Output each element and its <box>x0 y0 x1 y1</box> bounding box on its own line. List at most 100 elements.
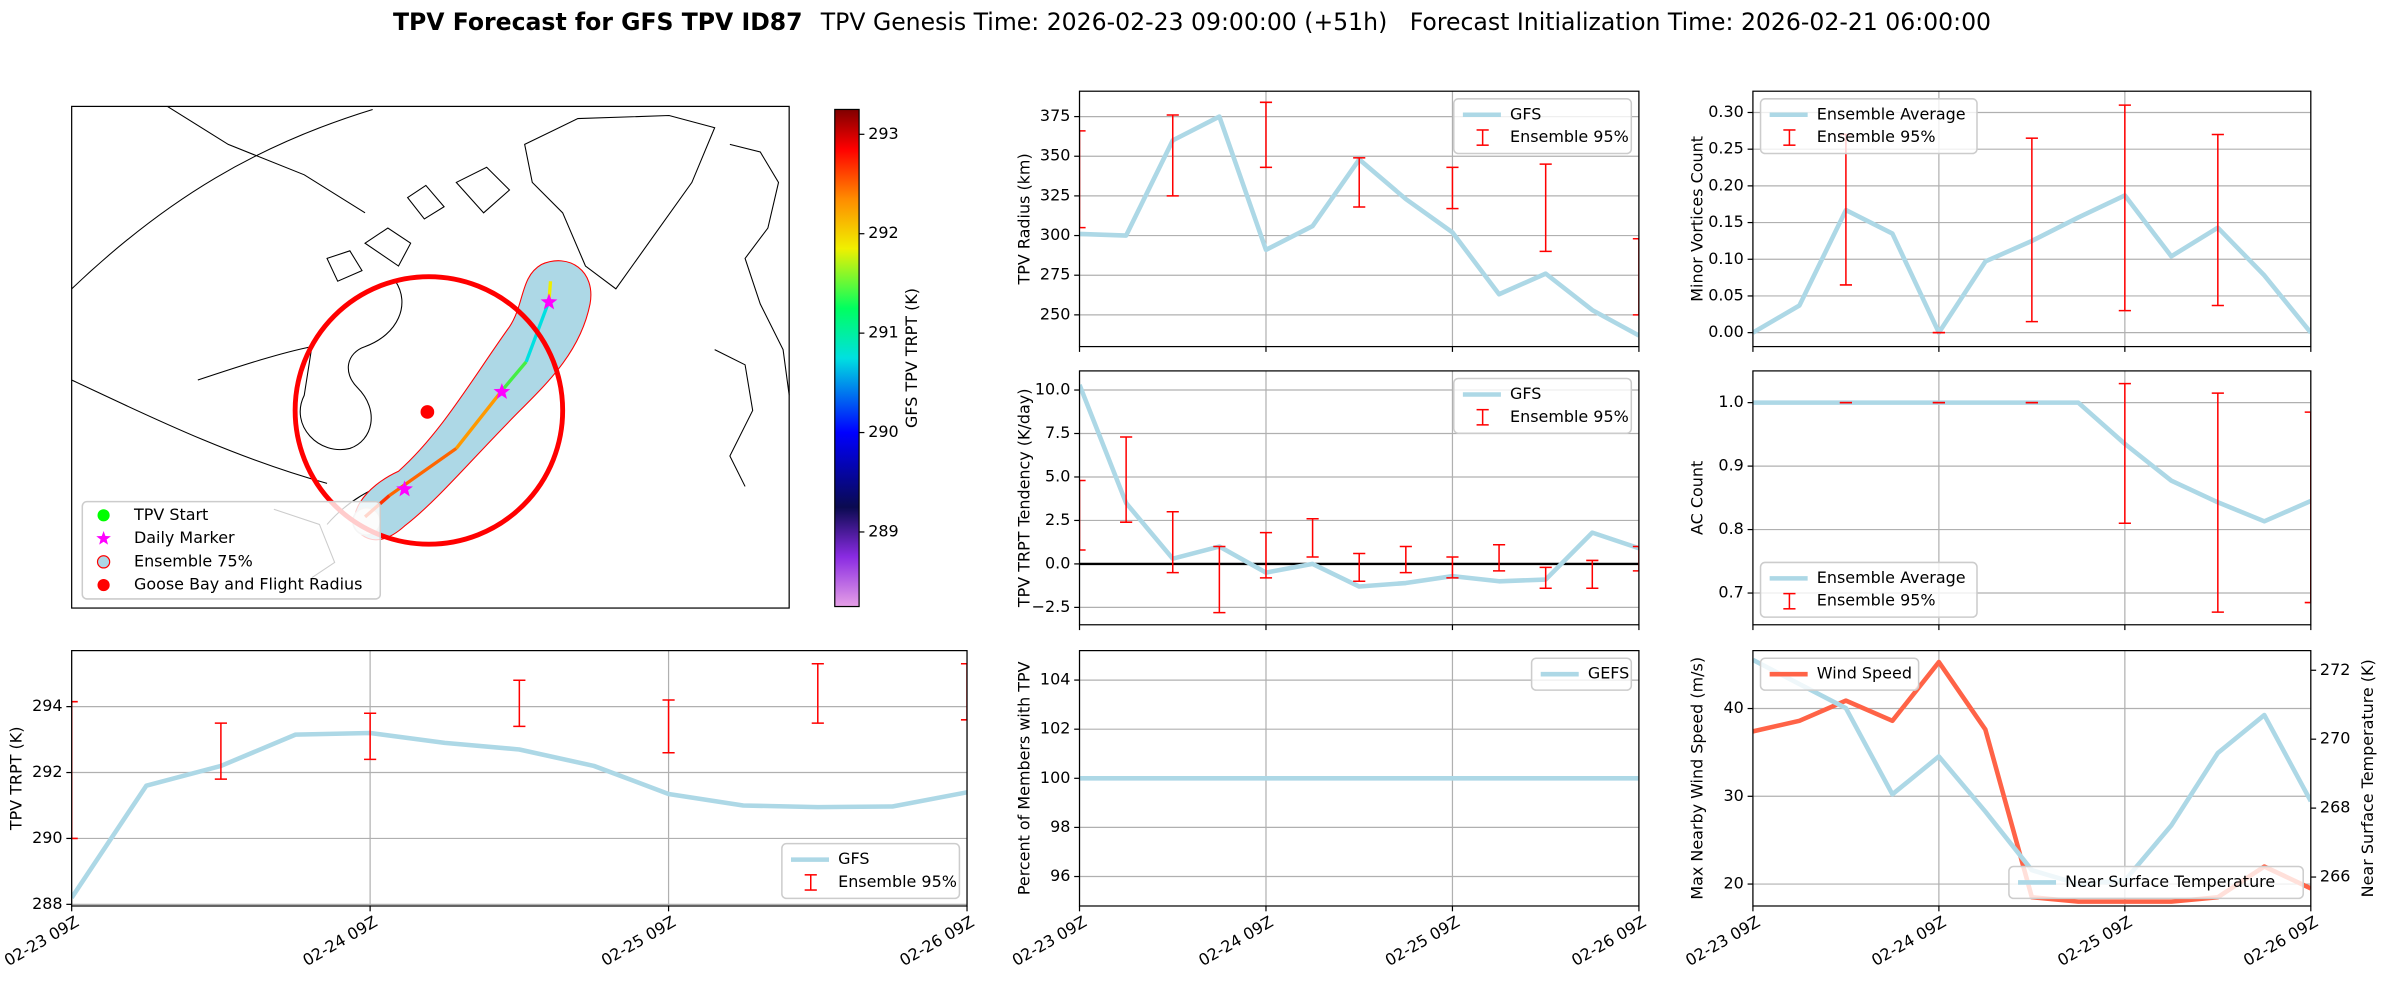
axes-frame <box>1752 650 2312 907</box>
y-tick-label: 40 <box>1723 698 1743 717</box>
y-tick-label: 375 <box>1040 106 1070 125</box>
legend-marker <box>96 555 111 569</box>
legend-label: Ensemble 75% <box>134 551 253 570</box>
error-bar <box>1079 479 1086 551</box>
error-bar <box>1399 545 1412 574</box>
legend-label: Near Surface Temperature <box>2065 872 2275 891</box>
legend-label: TPV Start <box>133 505 208 524</box>
y-tick-label: 5.0 <box>1045 466 1070 485</box>
legend: GFS Ensemble 95% <box>1453 98 1633 155</box>
y-tick-label: 102 <box>1040 719 1070 738</box>
error-bar <box>1539 163 1552 253</box>
plot-area <box>1079 383 1639 614</box>
axes-frame <box>1078 650 1640 907</box>
error-bar <box>1539 566 1552 590</box>
colorbar <box>834 108 860 608</box>
y-tick-label: 0.8 <box>1718 519 1743 538</box>
error-bar <box>1079 130 1086 229</box>
y-tick-label: 10.0 <box>1035 380 1071 399</box>
error-bar <box>1446 166 1459 210</box>
axes-frame <box>1752 90 2312 348</box>
legend-label: Ensemble Average <box>1817 568 1966 587</box>
error-bar <box>1353 552 1366 583</box>
legend-label: Ensemble Average <box>1817 104 1966 123</box>
axes-frame <box>71 650 968 907</box>
y-tick-label: 30 <box>1723 786 1743 805</box>
y-axis-label: TPV Radius (km) <box>1014 153 1033 285</box>
flight-radius <box>292 274 566 547</box>
y-tick-label: 0.9 <box>1718 456 1743 475</box>
y-tick-label: 0.0 <box>1045 553 1070 572</box>
y-tick-label: 294 <box>32 696 62 715</box>
y-tick-label: 0.7 <box>1718 583 1743 602</box>
legend-label: Goose Bay and Flight Radius <box>134 575 363 594</box>
error-bar <box>1632 545 1639 572</box>
figure-title: TPV Forecast for GFS TPV ID87 TPV Genesis… <box>393 7 1991 35</box>
map-legend: TPV Start Daily Marker Ensemble 75% Goose B… <box>81 500 382 600</box>
y2-tick-label: 266 <box>2320 867 2350 886</box>
panel: 250 275 300 325 350 375 TPV Radius (km) GFS Ense… <box>1014 90 1640 352</box>
y-tick-label: 350 <box>1040 146 1070 165</box>
error-bar <box>1446 556 1459 579</box>
y-tick-label: 0.05 <box>1708 285 1744 304</box>
plot-area <box>1752 382 2311 613</box>
plot-area <box>71 663 968 900</box>
title: TPV Forecast for GFS TPV ID87 <box>393 7 803 35</box>
legend-label: Ensemble 95% <box>1817 591 1936 610</box>
series-line <box>1752 657 2311 887</box>
subtitle: TPV Genesis Time: 2026-02-23 09:00:00 (+… <box>820 7 1991 35</box>
x-tick-label: 02-25 09Z <box>1382 912 1463 970</box>
error-bar <box>960 663 968 721</box>
panel: 02-23 09Z 02-24 09Z 02-25 09Z 02-26 09Z 96 98… <box>1009 650 1649 970</box>
y-tick-label: 0.30 <box>1708 102 1744 121</box>
error-bar <box>2025 137 2038 323</box>
axes-frame <box>1078 370 1640 626</box>
x-tick-label: 02-24 09Z <box>1195 912 1276 970</box>
colorbar-label: GFS TPV TRPT (K) <box>902 288 921 428</box>
error-bar <box>1586 559 1599 590</box>
legend: Ensemble Average Ensemble 95% <box>1759 98 1978 155</box>
goose-bay <box>420 405 435 419</box>
error-bar <box>662 699 675 754</box>
x-tick-label: 02-25 09Z <box>598 912 679 970</box>
legend-marker <box>97 509 110 522</box>
legend-label: Ensemble 95% <box>1510 407 1629 426</box>
colorbar-tick-label: 293 <box>868 124 898 143</box>
legend: GEFS <box>1530 657 1633 691</box>
y-tick-label: 0.15 <box>1708 212 1744 231</box>
y-tick-label: 2.5 <box>1045 510 1070 529</box>
x-tick-label: 02-25 09Z <box>2054 912 2135 970</box>
y-tick-label: 98 <box>1050 817 1070 836</box>
y2-axis-label: Near Surface Temperature (K) <box>2358 659 2377 897</box>
error-bar <box>2118 104 2131 312</box>
y-tick-label: 96 <box>1050 866 1070 885</box>
plot-area <box>1079 101 1639 338</box>
x-tick-label: 02-26 09Z <box>2240 912 2321 970</box>
y-tick-label: 300 <box>1040 225 1070 244</box>
error-bar <box>214 722 227 780</box>
map-frame <box>71 105 790 609</box>
legend: Near Surface Temperature <box>2008 865 2304 900</box>
error-bar <box>1166 510 1179 574</box>
panel: 02-23 09Z 02-24 09Z 02-25 09Z 02-26 09Z 288 2… <box>1 650 977 970</box>
colorbar-tick-label: 291 <box>868 323 898 342</box>
y-tick-label: 0.20 <box>1708 175 1744 194</box>
y2-tick-label: 272 <box>2320 660 2350 679</box>
error-bar <box>1259 531 1273 579</box>
panel: 02-23 09Z 02-24 09Z 02-25 09Z 02-26 09Z 20 30… <box>1682 650 2377 970</box>
x-tick-label: 02-26 09Z <box>1568 912 1649 970</box>
y-tick-label: 7.5 <box>1045 423 1070 442</box>
y-tick-label: 250 <box>1040 304 1070 323</box>
y-tick-label: 0.00 <box>1708 322 1744 341</box>
y2-tick-label: 268 <box>2320 798 2350 817</box>
legend-box <box>1759 561 1978 618</box>
legend: Wind Speed <box>1759 657 1920 691</box>
legend-label: GFS <box>1510 384 1541 403</box>
legend-box <box>1530 657 1633 691</box>
y-tick-label: 292 <box>32 762 62 781</box>
error-bar <box>1166 114 1179 197</box>
legend-marker <box>96 530 111 545</box>
y-tick-label: −2.5 <box>1032 597 1071 616</box>
legend-box <box>81 500 382 600</box>
